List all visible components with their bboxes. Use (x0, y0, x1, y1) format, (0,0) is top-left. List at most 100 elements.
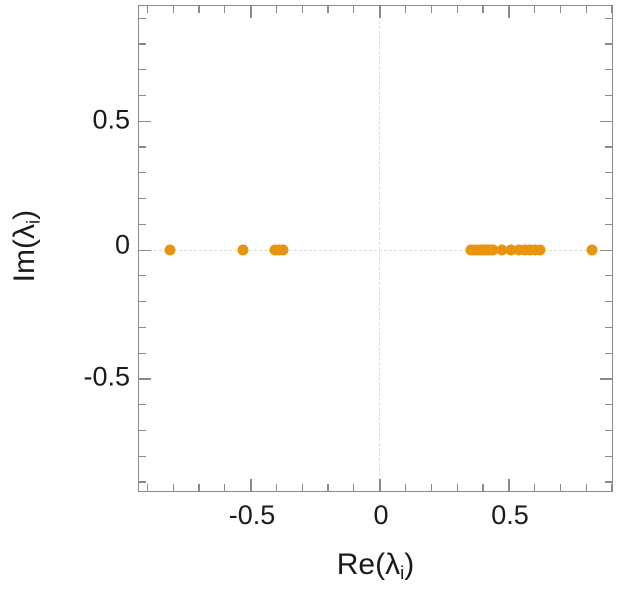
x-tick-top--0.2 (327, 6, 329, 13)
data-point (534, 244, 546, 255)
data-point (505, 244, 517, 255)
y-tick-right-0.7 (605, 69, 612, 71)
x-tick-top-0.9 (611, 6, 613, 13)
x-tick-top-0.3 (456, 6, 458, 13)
y-axis-title-subscript: i (22, 219, 44, 224)
x-tick-top-0.2 (430, 6, 432, 13)
x-axis-title-paren: ) (404, 548, 415, 581)
y-tick-right--0.8 (605, 455, 612, 457)
x-tick-top-0.5 (508, 6, 510, 18)
x-tick--0.4 (275, 484, 277, 491)
y-tick-right--0.2 (605, 301, 612, 303)
plot-area (138, 5, 613, 492)
y-tick--0.2 (139, 301, 146, 303)
y-axis-title-text: Im(λ (7, 223, 41, 283)
data-point (277, 244, 289, 255)
x-tick-label-1: 0 (373, 500, 389, 530)
y-tick-0 (139, 249, 151, 252)
x-tick-top--0.3 (301, 6, 303, 13)
y-tick-0.1 (139, 223, 146, 225)
y-tick-right-0.9 (605, 17, 612, 19)
y-tick-0.3 (139, 172, 146, 174)
x-tick-0.3 (456, 484, 458, 491)
x-tick-top--0.8 (172, 6, 174, 13)
x-tick-top--0.9 (146, 6, 148, 13)
y-tick-right-0.5 (600, 120, 612, 123)
x-tick-0.4 (482, 484, 484, 491)
y-tick--0.3 (139, 326, 146, 328)
x-tick--0.6 (224, 484, 226, 491)
data-point (237, 244, 249, 255)
y-tick-label-2: -0.5 (83, 361, 130, 392)
y-tick-0.6 (139, 94, 146, 97)
x-tick-0.6 (533, 484, 536, 491)
x-tick-0 (379, 479, 381, 491)
y-axis-title: Im(λi) (0, 0, 52, 492)
x-tick-top--0.5 (250, 6, 252, 18)
x-tick-top--0.7 (198, 6, 200, 13)
x-tick-top-0.4 (482, 6, 484, 13)
zero-horizontal-gridline (139, 249, 612, 251)
data-point (164, 244, 176, 255)
x-tick-top-0.1 (404, 6, 407, 13)
y-tick-right--0.5 (600, 378, 612, 380)
y-tick-0.8 (139, 43, 146, 45)
x-tick-top-0.7 (559, 6, 561, 13)
y-tick--0.7 (139, 429, 146, 432)
x-tick-label-2: 0.5 (491, 500, 529, 530)
zero-vertical-gridline (379, 6, 381, 491)
data-point (487, 244, 499, 255)
y-tick-label-0: 0.5 (92, 104, 130, 135)
x-tick--0.9 (146, 484, 148, 491)
y-tick-0.2 (139, 197, 146, 200)
x-tick-0.5 (508, 479, 510, 491)
data-point (496, 244, 508, 255)
y-tick--0.5 (139, 378, 151, 380)
x-tick--0.7 (198, 484, 200, 491)
x-tick-label-0: -0.5 (228, 500, 276, 530)
x-tick--0.8 (172, 484, 174, 491)
y-tick-0.4 (139, 146, 146, 148)
y-tick-right--0.7 (605, 429, 612, 432)
x-tick-0.1 (404, 484, 407, 491)
x-tick--0.2 (327, 484, 329, 491)
x-tick-top-0.6 (533, 6, 536, 13)
x-tick-0.7 (559, 484, 561, 491)
x-tick-top-0 (379, 6, 381, 18)
y-tick--0.4 (139, 352, 146, 354)
y-tick-right-0 (600, 249, 612, 252)
x-axis-title-subscript: i (400, 562, 405, 584)
y-tick-right-0.1 (605, 223, 612, 225)
y-tick-label-1: 0 (114, 229, 130, 260)
y-tick-0.7 (139, 69, 146, 71)
y-tick-right-0.3 (605, 172, 612, 174)
y-tick--0.1 (139, 275, 146, 277)
x-tick-0.9 (611, 484, 613, 491)
y-tick-right-0.6 (605, 94, 612, 97)
y-tick-right--0.6 (605, 404, 612, 406)
y-axis-title-paren: ) (7, 209, 41, 220)
y-tick-right--0.3 (605, 326, 612, 328)
x-tick-top-0.8 (585, 6, 587, 13)
y-tick-right-0.2 (605, 197, 612, 200)
y-tick--0.6 (139, 404, 146, 406)
y-tick-0.9 (139, 17, 146, 19)
x-tick--0.3 (301, 484, 303, 491)
x-tick-0.8 (585, 484, 587, 491)
y-tick--0.9 (139, 481, 146, 483)
x-tick--0.1 (353, 484, 355, 491)
x-axis-title: Re(λi) (138, 548, 613, 584)
y-tick--0.8 (139, 455, 146, 457)
x-tick--0.5 (250, 479, 252, 491)
y-tick-right--0.4 (605, 352, 612, 354)
x-axis-title-text: Re(λ (336, 548, 401, 581)
data-point (513, 244, 525, 255)
x-tick-top--0.6 (224, 6, 226, 13)
x-tick-top--0.1 (353, 6, 355, 13)
y-tick-right-0.8 (605, 43, 612, 45)
data-point (586, 244, 598, 255)
y-tick-right--0.9 (605, 481, 612, 483)
y-tick-right-0.4 (605, 146, 612, 148)
y-tick-right--0.1 (605, 275, 612, 277)
